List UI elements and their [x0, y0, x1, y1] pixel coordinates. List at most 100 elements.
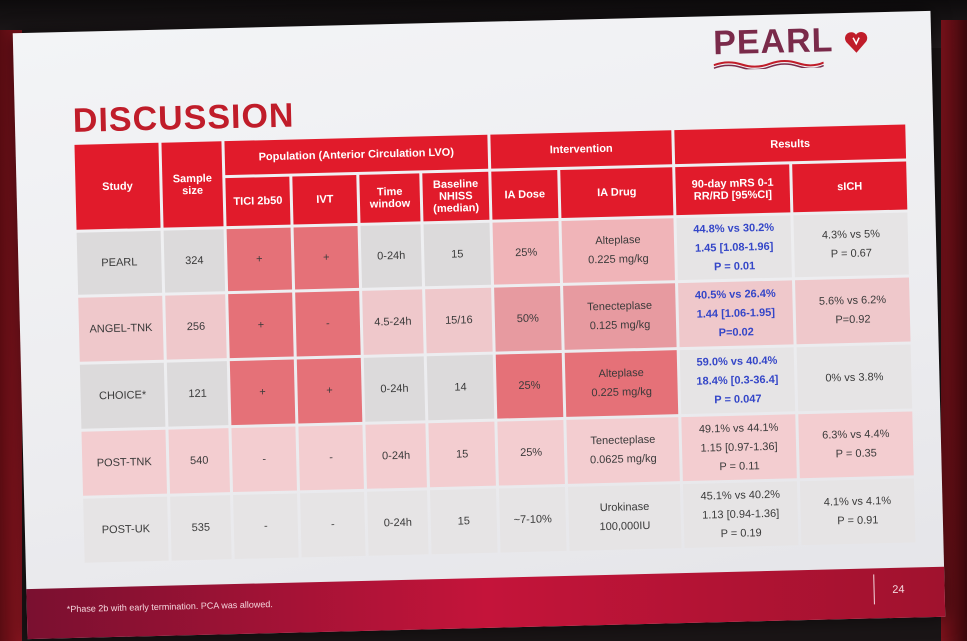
- header-ia-drug: IA Drug: [560, 167, 674, 218]
- mrs-ci: 1.45 [1.08-1.96]: [694, 240, 774, 255]
- projection-screen: PEARL DISCUSSION Study Sample size Popul…: [12, 10, 946, 640]
- sich-p: P=0.92: [835, 313, 871, 327]
- mrs-rates: 44.8% vs 30.2%: [693, 221, 775, 236]
- drug-dose: 0.125 mg/kg: [589, 318, 651, 333]
- cell-ia-dose: ~7-10%: [499, 486, 567, 553]
- cell-nihss: 15/16: [425, 287, 493, 354]
- mrs-p: P = 0.047: [714, 392, 762, 406]
- header-study: Study: [74, 142, 161, 230]
- heart-association-icon: [845, 31, 868, 53]
- header-ivt: IVT: [292, 174, 358, 225]
- footer-divider: [873, 574, 875, 605]
- cell-ia-dose: 25%: [495, 352, 564, 419]
- cell-ivt: -: [295, 290, 361, 357]
- comparison-table: Study Sample size Population (Anterior C…: [71, 121, 918, 565]
- drug-name: Tenecteplase: [590, 433, 656, 448]
- cell-ia-drug: Tenecteplase 0.0625 mg/kg: [566, 417, 680, 484]
- header-population: Population (Anterior Circulation LVO): [224, 134, 489, 176]
- mrs-ci: 18.4% [0.3-36.4]: [696, 373, 779, 388]
- cell-tici: +: [226, 227, 293, 292]
- mrs-rates: 45.1% vs 40.2%: [700, 488, 781, 503]
- sich-rates: 4.3% vs 5%: [821, 228, 881, 242]
- sich-rates: 5.6% vs 6.2%: [818, 294, 887, 308]
- cell-tici: +: [229, 359, 296, 426]
- header-intervention: Intervention: [490, 130, 673, 169]
- cell-mrs: 59.0% vs 40.4% 18.4% [0.3-36.4] P = 0.047: [679, 347, 796, 415]
- cell-ivt: -: [300, 491, 366, 558]
- cell-tici: -: [233, 493, 299, 560]
- cell-sample-size: 324: [163, 229, 226, 293]
- sich-p: P = 0.67: [830, 247, 873, 261]
- cell-ia-drug: Alteplase 0.225 mg/kg: [564, 350, 679, 417]
- drug-dose: 0.0625 mg/kg: [589, 452, 657, 467]
- mrs-p: P = 0.01: [713, 259, 756, 273]
- cell-sich: 4.3% vs 5% P = 0.67: [793, 212, 909, 278]
- cell-sich: 0% vs 3.8%: [796, 344, 913, 412]
- drug-name: Tenecteplase: [587, 299, 653, 314]
- header-sample-size: Sample size: [161, 141, 224, 228]
- cell-ia-drug: Alteplase 0.225 mg/kg: [561, 218, 675, 283]
- cell-mrs: 49.1% vs 44.1% 1.15 [0.97-1.36] P = 0.11: [681, 414, 797, 482]
- cell-nihss: 15: [430, 488, 498, 555]
- cell-tici: -: [231, 426, 297, 493]
- cell-mrs: 45.1% vs 40.2% 1.13 [0.94-1.36] P = 0.19: [682, 481, 799, 549]
- cell-ia-drug: Urokinase 100,000IU: [567, 484, 682, 551]
- cell-ia-drug: Tenecteplase 0.125 mg/kg: [563, 283, 677, 350]
- cell-study: PEARL: [76, 230, 163, 295]
- drug-name: Urokinase: [599, 500, 650, 515]
- cell-time-window: 0-24h: [360, 224, 423, 288]
- cell-sich: 5.6% vs 6.2% P=0.92: [795, 277, 911, 345]
- cell-nihss: 15: [428, 421, 496, 488]
- cell-sample-size: 256: [165, 294, 227, 360]
- heart-association-wordmark: [871, 29, 911, 30]
- slide-title: DISCUSSION: [72, 96, 295, 140]
- cell-nihss: 15: [423, 222, 492, 287]
- header-sich: sICH: [792, 161, 908, 213]
- cell-ivt: +: [293, 225, 360, 290]
- cell-ia-dose: 25%: [492, 221, 560, 285]
- cell-time-window: 0-24h: [365, 423, 427, 489]
- mrs-rates: 59.0% vs 40.4%: [696, 354, 778, 369]
- cell-study: ANGEL-TNK: [78, 295, 164, 362]
- drug-name: Alteplase: [595, 234, 641, 248]
- wave-icon: [713, 59, 824, 71]
- mrs-p: P = 0.19: [720, 526, 762, 540]
- cell-time-window: 4.5-24h: [362, 289, 424, 355]
- mrs-p: P = 0.11: [719, 459, 760, 473]
- drug-name: Alteplase: [598, 366, 644, 381]
- cell-mrs: 40.5% vs 26.4% 1.44 [1.06-1.95] P=0.02: [678, 280, 794, 348]
- drug-dose: 100,000IU: [599, 519, 651, 534]
- header-time-window: Time window: [359, 173, 421, 223]
- footer-bar: *Phase 2b with early termination. PCA wa…: [26, 566, 946, 640]
- cell-study: POST-TNK: [81, 429, 168, 496]
- cell-ivt: +: [296, 357, 363, 424]
- cell-nihss: 14: [426, 354, 495, 421]
- cell-ivt: -: [298, 424, 364, 491]
- sich-rates: 4.1% vs 4.1%: [823, 494, 892, 509]
- drug-dose: 0.225 mg/kg: [591, 385, 653, 400]
- mrs-rates: 49.1% vs 44.1%: [698, 421, 779, 436]
- cell-mrs: 44.8% vs 30.2% 1.45 [1.08-1.96] P = 0.01: [676, 215, 792, 281]
- cell-sich: 6.3% vs 4.4% P = 0.35: [798, 411, 914, 479]
- cell-time-window: 0-24h: [367, 490, 429, 556]
- cell-tici: +: [228, 292, 294, 359]
- mrs-ci: 1.44 [1.06-1.95]: [696, 306, 776, 321]
- cell-study: CHOICE*: [79, 362, 166, 429]
- cell-sample-size: 535: [170, 495, 232, 561]
- curtain-right: [941, 20, 967, 641]
- mrs-rates: 40.5% vs 26.4%: [694, 287, 776, 302]
- header-tici: TICI 2b50: [225, 176, 291, 227]
- sich-rates: 0% vs 3.8%: [825, 370, 884, 385]
- cell-time-window: 0-24h: [363, 356, 426, 422]
- cell-sich: 4.1% vs 4.1% P = 0.91: [799, 478, 916, 546]
- header-nihss: Baseline NHISS (median): [422, 171, 490, 222]
- sich-p: P = 0.91: [837, 514, 879, 528]
- cell-study: POST-UK: [83, 496, 169, 563]
- sich-rates: 6.3% vs 4.4%: [822, 428, 890, 442]
- header-results: Results: [674, 124, 907, 165]
- header-mrs: 90-day mRS 0-1 RR/RD [95%CI]: [675, 164, 791, 216]
- cell-sample-size: 540: [168, 428, 231, 494]
- mrs-ci: 1.13 [0.94-1.36]: [702, 507, 780, 522]
- drug-dose: 0.225 mg/kg: [588, 252, 649, 267]
- cell-ia-dose: 50%: [494, 286, 562, 352]
